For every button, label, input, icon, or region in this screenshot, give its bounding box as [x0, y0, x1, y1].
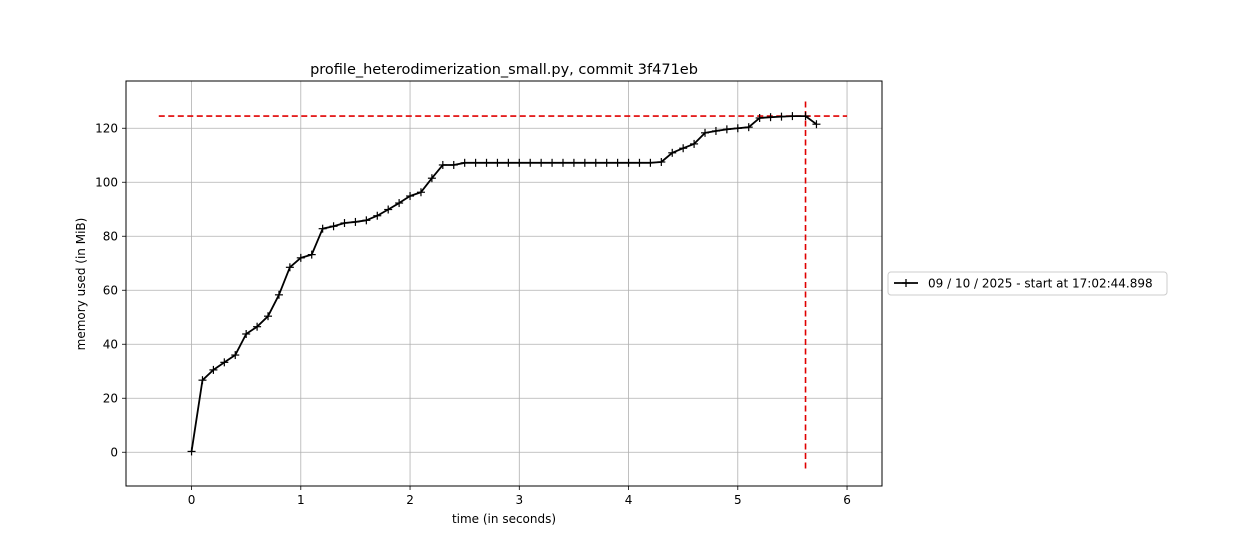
- data-point-marker: [373, 211, 382, 220]
- data-point-marker: [602, 158, 611, 167]
- data-point-marker: [362, 216, 371, 225]
- y-axis-label: memory used (in MiB): [74, 218, 88, 351]
- x-tick-label: 0: [188, 493, 196, 507]
- data-point-marker: [504, 158, 513, 167]
- x-axis-label: time (in seconds): [452, 512, 556, 526]
- data-point-marker: [253, 322, 262, 331]
- data-point-marker: [220, 358, 229, 367]
- data-point-marker: [537, 158, 546, 167]
- data-point-marker: [777, 112, 786, 121]
- legend-entry-label: 09 / 10 / 2025 - start at 17:02:44.898: [928, 277, 1153, 291]
- data-point-marker: [701, 128, 710, 137]
- y-tick-label: 100: [95, 176, 118, 190]
- data-point-marker: [788, 112, 797, 121]
- data-point-marker: [493, 158, 502, 167]
- data-point-marker: [755, 113, 764, 122]
- data-point-marker: [340, 219, 349, 228]
- y-tick-label: 20: [103, 392, 118, 406]
- data-point-marker: [690, 139, 699, 148]
- y-tick-label: 60: [103, 284, 118, 298]
- data-point-marker: [329, 222, 338, 231]
- data-point-marker: [569, 158, 578, 167]
- data-point-marker: [198, 376, 207, 385]
- data-point-marker: [416, 188, 425, 197]
- data-point-marker: [406, 192, 415, 201]
- data-point-marker: [427, 174, 436, 183]
- data-point-marker: [657, 158, 666, 166]
- data-point-marker: [722, 125, 731, 134]
- y-tick-label: 80: [103, 230, 118, 244]
- data-point-marker: [635, 158, 644, 167]
- data-point-marker: [231, 351, 240, 360]
- data-point-marker: [613, 158, 622, 167]
- data-point-marker: [438, 160, 447, 169]
- data-point-marker: [307, 250, 316, 259]
- x-tick-label: 2: [406, 493, 414, 507]
- chart-title: profile_heterodimerization_small.py, com…: [310, 62, 698, 78]
- x-tick-label: 6: [843, 493, 851, 507]
- plot-frame: [125, 80, 883, 487]
- data-point-marker: [318, 224, 327, 233]
- data-point-marker: [264, 312, 273, 321]
- data-point-marker: [460, 158, 469, 167]
- data-point-marker: [384, 205, 393, 214]
- data-point-marker: [482, 158, 491, 167]
- data-point-marker: [296, 253, 305, 262]
- x-tick-label: 5: [734, 493, 742, 507]
- data-point-marker: [679, 144, 688, 153]
- x-tick-label: 4: [625, 493, 633, 507]
- data-point-marker: [515, 158, 524, 167]
- data-point-marker: [591, 158, 600, 167]
- data-point-marker: [351, 217, 360, 226]
- plot-area: [126, 81, 882, 486]
- memory-series-line: [190, 115, 817, 452]
- series-layer: [187, 112, 821, 456]
- data-point-marker: [580, 158, 589, 167]
- data-point-marker: [449, 160, 458, 169]
- y-tick-label: 40: [103, 338, 118, 352]
- data-point-marker: [711, 126, 720, 135]
- data-point-marker: [285, 263, 294, 272]
- y-tick-label: 120: [95, 122, 118, 136]
- data-point-marker: [526, 158, 535, 167]
- data-point-marker: [812, 120, 821, 129]
- data-point-marker: [801, 112, 810, 121]
- data-point-marker: [209, 365, 218, 374]
- data-point-marker: [471, 158, 480, 167]
- y-tick-label: 0: [110, 446, 118, 460]
- data-point-marker: [624, 158, 633, 167]
- data-point-marker: [187, 447, 196, 456]
- legend: 09 / 10 / 2025 - start at 17:02:44.898: [887, 271, 1168, 296]
- data-point-marker: [558, 158, 567, 167]
- threshold-lines: [158, 98, 848, 469]
- data-point-marker: [395, 199, 404, 208]
- data-point-marker: [274, 290, 283, 299]
- data-point-marker: [733, 124, 742, 133]
- data-point-marker: [766, 113, 775, 122]
- legend-box: [887, 271, 1168, 296]
- data-point-marker: [242, 329, 251, 338]
- data-point-marker: [646, 158, 655, 167]
- data-point-marker: [548, 158, 557, 167]
- grid-lines: [126, 81, 882, 486]
- data-point-marker: [744, 123, 753, 132]
- data-point-marker: [668, 148, 677, 157]
- x-tick-label: 1: [297, 493, 305, 507]
- x-tick-label: 3: [515, 493, 523, 507]
